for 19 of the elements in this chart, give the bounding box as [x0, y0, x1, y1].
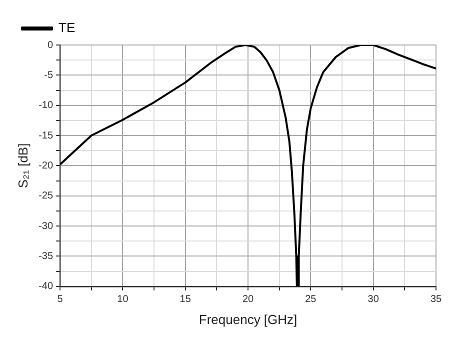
x-tick-label: 5 [57, 294, 64, 306]
y-tick-label: -40 [38, 281, 54, 292]
x-tick-label: 10 [117, 294, 129, 306]
x-tick-label: 25 [305, 294, 317, 306]
y-tick-label: -35 [38, 250, 54, 262]
x-tick-label: 30 [368, 294, 380, 306]
y-tick-label: 0 [47, 40, 54, 51]
y-tick-label: -25 [38, 190, 54, 202]
y-tick-label: -30 [38, 220, 54, 232]
y-tick-label: -10 [38, 100, 54, 112]
y-tick-label: -5 [44, 70, 54, 81]
y-tick-label: -15 [38, 130, 54, 142]
x-tick-label: 15 [180, 294, 192, 306]
x-tick-label: 20 [242, 294, 254, 306]
x-tick-label: 35 [430, 294, 442, 306]
legend-label: TE [58, 20, 76, 36]
y-tick-label: -20 [38, 160, 54, 172]
y-axis-title: S₂₁ [dB] [15, 143, 30, 188]
x-axis-title: Frequency [GHz] [198, 312, 298, 327]
